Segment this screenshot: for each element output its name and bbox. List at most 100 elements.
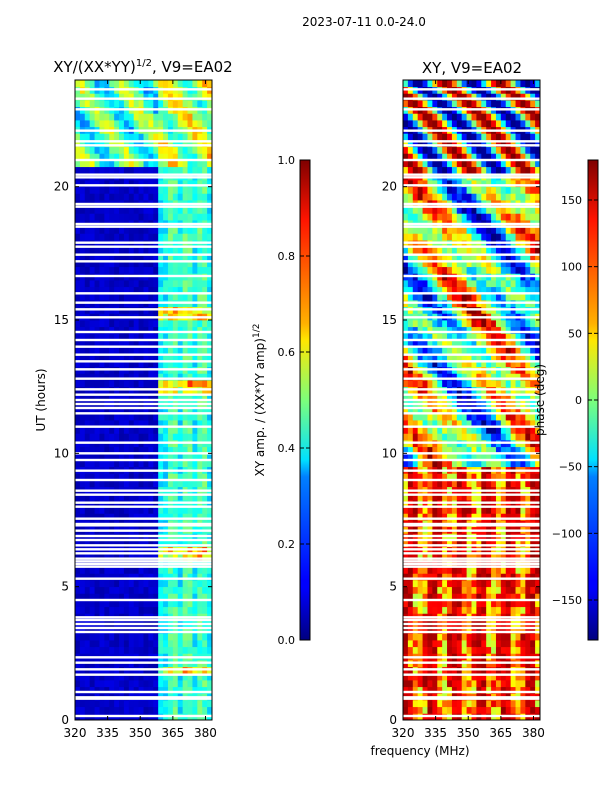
right-heatmap-cell [516,433,521,440]
right-heatmap-cell [501,700,506,707]
left-flagged-row [75,184,212,186]
left-heatmap-cell [144,587,149,594]
right-heatmap-cell [457,280,462,287]
left-flagged-row [75,539,212,541]
right-heatmap-cell [408,233,413,240]
right-heatmap-cell [472,267,477,274]
right-heatmap-cell [491,707,496,714]
left-heatmap-cell [144,100,149,107]
left-heatmap-cell [139,647,144,654]
left-flagged-row [75,696,212,698]
left-heatmap-cell [80,100,85,107]
left-heatmap-cell [188,433,193,440]
left-heatmap-cell [202,587,207,594]
right-heatmap-cell [423,233,428,240]
right-heatmap-cell [457,587,462,594]
left-heatmap-cell [134,320,139,327]
left-heatmap-cell [104,580,109,587]
left-heatmap-cell [119,80,124,87]
right-heatmap-cell [413,640,418,647]
left-heatmap-cell [202,187,207,194]
right-heatmap-cell [418,647,423,654]
left-heatmap-cell [168,640,173,647]
left-heatmap-cell [144,80,149,87]
left-heatmap-cell [168,167,173,174]
left-heatmap-cell [124,640,129,647]
left-heatmap-cell [153,633,158,640]
left-heatmap-cell [104,133,109,140]
left-heatmap-cell [158,267,163,274]
left-heatmap-cell [114,280,119,287]
right-heatmap-cell [525,280,530,287]
left-heatmap-cell [158,280,163,287]
left-heatmap-cell [90,700,95,707]
left-heatmap-cell [90,147,95,154]
right-heatmap-cell [506,320,511,327]
left-heatmap-cell [197,233,202,240]
right-heatmap-cell [491,607,496,614]
left-heatmap-cell [168,433,173,440]
left-heatmap-cell [99,80,104,87]
right-heatmap-cell [511,380,516,387]
right-heatmap-cell [457,320,462,327]
right-heatmap-cell [501,280,506,287]
right-heatmap-cell [413,267,418,274]
left-flagged-row [75,225,212,227]
left-heatmap-cell [80,640,85,647]
left-heatmap-cell [168,607,173,614]
right-heatmap-cell [496,267,501,274]
left-heatmap-cell [95,167,100,174]
left-flagged-row [75,523,212,525]
right-heatmap-cell [462,433,467,440]
right-heatmap-cell [467,680,472,687]
left-heatmap-cell [95,113,100,120]
right-heatmap-cell [486,280,491,287]
right-heatmap-cell [481,580,486,587]
left-heatmap-cell [139,280,144,287]
right-heatmap-cell [462,633,467,640]
left-heatmap-cell [114,147,119,154]
right-heatmap-cell [413,580,418,587]
right-heatmap-cell [467,320,472,327]
left-heatmap-cell [178,700,183,707]
left-heatmap-cell [178,680,183,687]
left-flagged-row [75,345,212,347]
right-heatmap-cell [481,633,486,640]
left-flagged-row [75,552,212,554]
right-heatmap-cell [403,280,408,287]
left-heatmap-cell [114,640,119,647]
right-heatmap-cell [408,280,413,287]
left-heatmap-cell [183,213,188,220]
left-heatmap-cell [192,640,197,647]
right-heatmap-cell [501,267,506,274]
left-heatmap-cell [148,120,153,127]
left-heatmap-cell [104,267,109,274]
left-heatmap-cell [104,707,109,714]
left-heatmap-cell [104,193,109,200]
right-heatmap-cell [525,267,530,274]
left-heatmap-cell [134,213,139,220]
right-heatmap-cell [403,647,408,654]
left-heatmap-cell [134,433,139,440]
left-heatmap-cell [158,80,163,87]
left-heatmap-cell [85,587,90,594]
right-heatmap-cell [501,633,506,640]
right-heatmap-cell [423,680,428,687]
left-heatmap-cell [99,120,104,127]
left-heatmap-cell [129,647,134,654]
left-heatmap-cell [129,640,134,647]
right-heatmap-cell [481,640,486,647]
right-heatmap-cell [462,380,467,387]
right-heatmap-cell [486,320,491,327]
left-heatmap-cell [197,113,202,120]
left-heatmap-cell [188,100,193,107]
right-heatmap-cell [516,580,521,587]
left-heatmap-cell [109,647,114,654]
left-heatmap-cell [163,680,168,687]
left-heatmap-cell [124,280,129,287]
left-heatmap-cell [129,320,134,327]
right-heatmap-cell [491,633,496,640]
left-heatmap-cell [183,113,188,120]
left-heatmap-cell [80,280,85,287]
left-heatmap-cell [75,707,80,714]
